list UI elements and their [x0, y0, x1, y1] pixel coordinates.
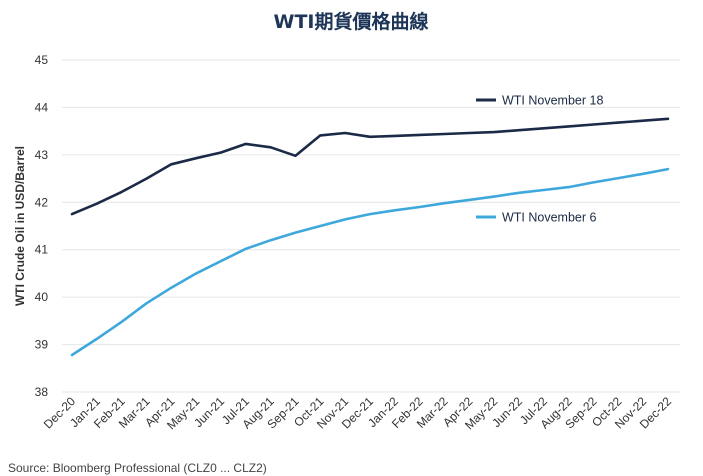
y-tick-39: 39	[35, 338, 49, 352]
y-tick-38: 38	[35, 385, 49, 399]
y-tick-44: 44	[35, 100, 49, 114]
source-note: Source: Bloomberg Professional (CLZ0 ...…	[8, 461, 267, 475]
chart-title: WTI期貨價格曲線	[274, 10, 429, 33]
series-line-1	[70, 167, 670, 357]
series-lines	[70, 117, 670, 357]
y-tick-45: 45	[35, 53, 49, 67]
series-line-0	[70, 117, 670, 216]
legend: WTI November 18 WTI November 6	[476, 94, 603, 225]
x-tick-labels: Dec-20Jan-21Feb-21Mar-21Apr-21May-21Jun-…	[41, 394, 674, 432]
legend-label-0: WTI November 18	[502, 94, 603, 108]
y-tick-40: 40	[35, 290, 49, 304]
grid-lines	[62, 59, 680, 393]
y-tick-43: 43	[35, 148, 49, 162]
y-tick-42: 42	[35, 195, 49, 209]
legend-label-1: WTI November 6	[502, 211, 597, 225]
y-tick-labels: 38 39 40 41 42 43 44 45	[35, 53, 49, 399]
y-tick-41: 41	[35, 243, 49, 257]
y-axis-label: WTI Crude Oil in USD/Barrel	[13, 146, 27, 306]
